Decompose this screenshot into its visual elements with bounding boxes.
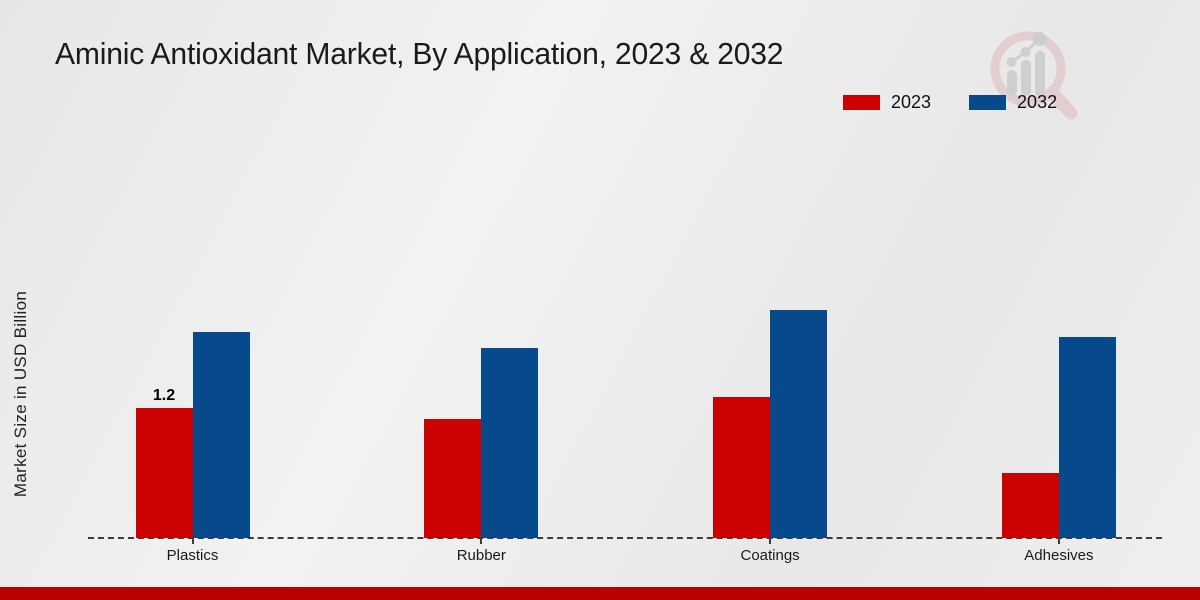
bar-value-label: 1.2 xyxy=(152,387,176,404)
x-axis-tick xyxy=(769,538,772,544)
bar-2023-rubber xyxy=(424,419,482,538)
growth-bars-icon xyxy=(1006,32,1047,97)
bar-2023-coatings xyxy=(713,397,771,538)
bar-2032-plastics xyxy=(192,332,250,538)
legend-item-2023: 2023 xyxy=(843,92,931,113)
brand-watermark-logo xyxy=(990,31,1078,120)
bar-2032-adhesives xyxy=(1058,337,1116,538)
bar-2032-rubber xyxy=(481,348,539,538)
legend-swatch-2023 xyxy=(843,95,880,110)
bar-2023-adhesives xyxy=(1001,473,1059,538)
bar-2023-plastics xyxy=(135,408,193,538)
legend-swatch-2032 xyxy=(969,95,1007,110)
legend-label-2032: 2032 xyxy=(1017,92,1058,112)
magnifier-icon xyxy=(990,31,1078,120)
bar-2032-coatings xyxy=(770,310,828,538)
legend-item-2032: 2032 xyxy=(969,92,1057,113)
category-label-rubber: Rubber xyxy=(456,547,506,564)
category-label-coatings: Coatings xyxy=(740,547,800,564)
chart-title: Aminic Antioxidant Market, By Applicatio… xyxy=(55,36,784,71)
x-axis-tick xyxy=(191,538,194,544)
legend-label-2023: 2023 xyxy=(891,92,932,112)
x-axis-tick xyxy=(480,538,483,544)
x-axis-baseline xyxy=(88,537,1162,539)
x-axis-tick xyxy=(1057,538,1060,544)
chart-legend: 2023 2032 xyxy=(843,92,1057,113)
category-label-adhesives: Adhesives xyxy=(1024,547,1094,564)
category-label-plastics: Plastics xyxy=(166,547,219,564)
bottom-accent-strip xyxy=(0,587,1200,600)
